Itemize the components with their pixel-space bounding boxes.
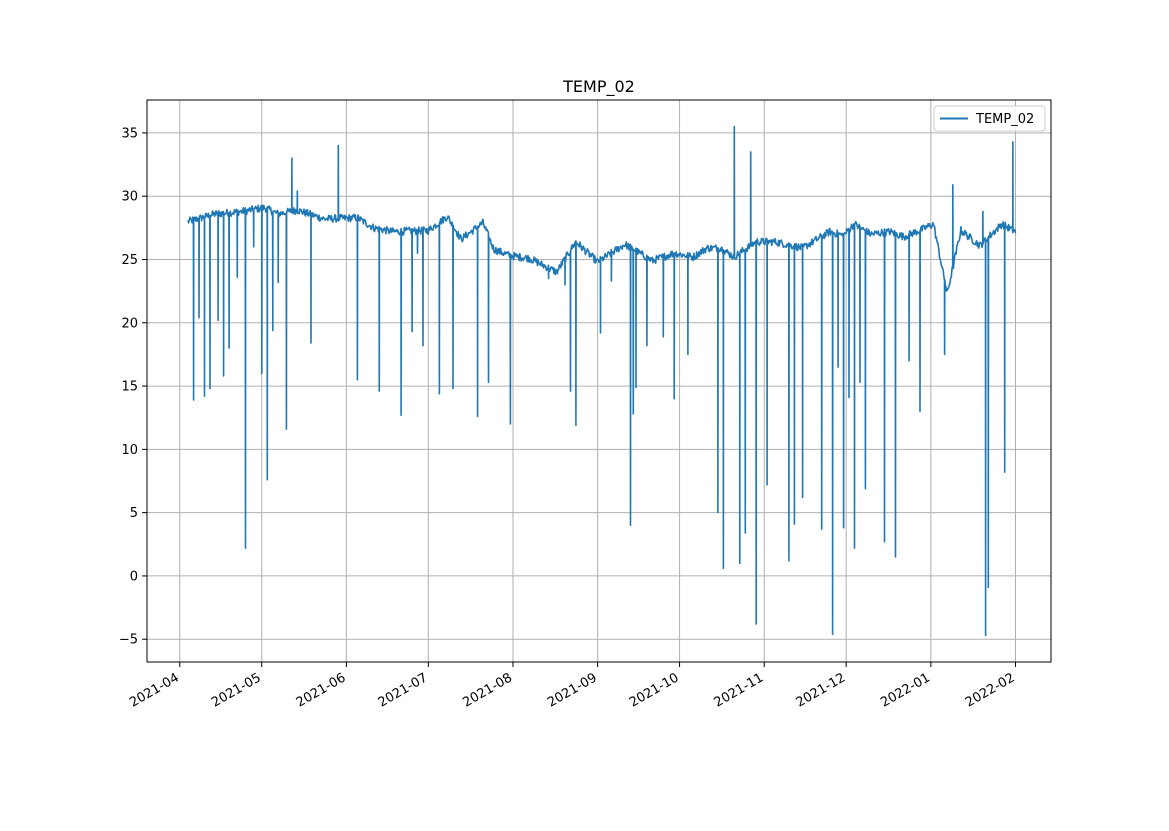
series-layer [187, 125, 1017, 637]
grid-lines [147, 100, 1051, 662]
y-tick-label: 5 [130, 506, 138, 521]
y-tick-label: −5 [119, 633, 138, 648]
y-tick-label: 35 [121, 126, 138, 141]
plot-frame [146, 99, 1052, 663]
y-axis: −5 0 5 10 15 20 25 30 35 [119, 126, 147, 648]
y-tick-label: 0 [130, 569, 138, 584]
legend: TEMP_02 [933, 105, 1046, 132]
y-tick-label: 30 [121, 190, 138, 205]
chart-title: TEMP_02 [562, 77, 635, 97]
legend-box [933, 105, 1046, 132]
y-tick-label: 15 [121, 380, 138, 395]
y-tick-label: 10 [121, 443, 138, 458]
y-tick-label: 20 [121, 316, 138, 331]
series-line-temp-02 [187, 125, 1017, 637]
y-tick-label: 25 [121, 253, 138, 268]
legend-label: TEMP_02 [975, 112, 1034, 127]
